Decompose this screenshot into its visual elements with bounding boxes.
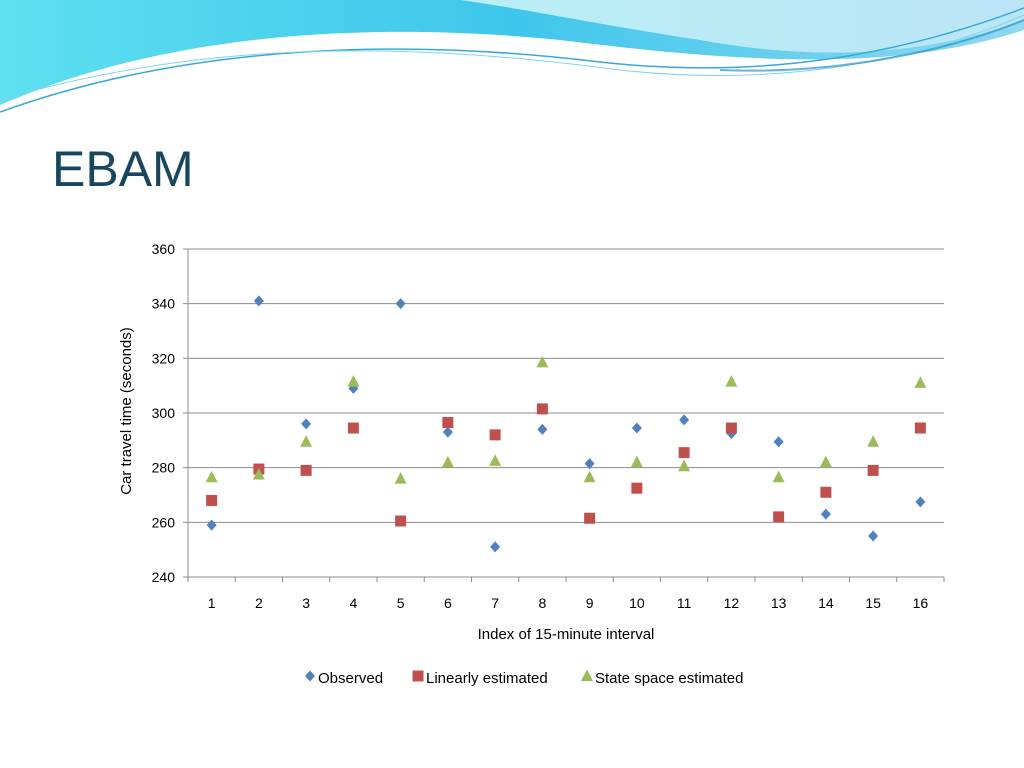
y-tick-label: 300 xyxy=(152,405,176,421)
x-tick-label: 6 xyxy=(444,595,452,611)
point-diamond xyxy=(490,541,501,553)
decorative-wave-banner xyxy=(0,0,1024,113)
point-triangle xyxy=(536,355,549,368)
point-square xyxy=(725,422,737,434)
point-diamond xyxy=(206,519,217,531)
x-tick-label: 13 xyxy=(771,595,787,611)
x-tick-label: 15 xyxy=(865,595,881,611)
point-diamond xyxy=(773,436,784,448)
point-diamond xyxy=(442,426,453,438)
point-diamond xyxy=(253,295,264,307)
x-tick-label: 9 xyxy=(586,595,594,611)
point-square xyxy=(489,429,501,441)
point-diamond xyxy=(301,418,312,430)
point-triangle xyxy=(583,470,596,483)
point-square xyxy=(395,515,407,527)
x-axis-ticks: 1 2 3 4 5 6 7 8 9 10 11 12 13 14 15 16 xyxy=(208,595,929,611)
x-tick-label: 8 xyxy=(538,595,546,611)
point-square xyxy=(914,422,926,434)
chart-legend: Observed Linearly estimated State space es… xyxy=(305,669,743,687)
point-triangle xyxy=(678,459,691,472)
point-triangle xyxy=(914,376,927,388)
x-tick-label: 14 xyxy=(818,595,834,611)
legend-marker-diamond xyxy=(305,670,315,682)
chart-axes xyxy=(183,248,945,582)
point-triangle xyxy=(300,435,313,447)
point-triangle xyxy=(205,470,218,483)
point-triangle xyxy=(630,455,643,468)
y-axis-label: Car travel time (seconds) xyxy=(118,327,135,495)
y-tick-label: 260 xyxy=(152,514,176,530)
point-diamond xyxy=(679,414,690,426)
x-tick-label: 16 xyxy=(913,595,929,611)
point-square xyxy=(584,512,596,524)
point-square xyxy=(536,403,548,415)
x-tick-label: 12 xyxy=(724,595,740,611)
legend-label: Observed xyxy=(318,670,383,687)
legend-marker-triangle xyxy=(581,669,593,681)
point-square xyxy=(347,422,359,434)
point-diamond xyxy=(631,422,642,434)
y-tick-label: 280 xyxy=(152,460,176,476)
point-square xyxy=(678,447,690,459)
point-diamond xyxy=(537,423,548,435)
x-tick-label: 4 xyxy=(349,595,357,611)
legend-label: State space estimated xyxy=(595,670,743,687)
point-square xyxy=(773,511,785,523)
y-tick-label: 360 xyxy=(152,241,176,257)
x-tick-label: 7 xyxy=(491,595,499,611)
legend-label: Linearly estimated xyxy=(426,670,548,687)
y-tick-label: 340 xyxy=(152,296,176,312)
point-diamond xyxy=(820,508,831,520)
point-triangle xyxy=(394,472,407,484)
x-tick-label: 11 xyxy=(677,595,692,611)
slide-title: EBAM xyxy=(52,141,194,197)
point-diamond xyxy=(915,496,926,508)
point-square xyxy=(820,486,832,498)
point-triangle xyxy=(347,375,360,387)
point-diamond xyxy=(584,458,595,470)
point-triangle xyxy=(867,435,880,447)
point-square xyxy=(631,482,643,494)
point-square xyxy=(206,494,218,506)
x-tick-label: 5 xyxy=(397,595,405,611)
series-0 xyxy=(206,295,926,553)
y-tick-label: 320 xyxy=(152,350,176,366)
point-square xyxy=(442,417,454,429)
y-axis-ticks: 240 260 280 300 320 340 360 xyxy=(152,241,176,585)
point-triangle xyxy=(441,455,454,468)
x-tick-label: 1 xyxy=(208,595,216,611)
point-diamond xyxy=(395,298,406,310)
x-tick-label: 10 xyxy=(629,595,645,611)
point-triangle xyxy=(772,470,785,483)
x-tick-label: 2 xyxy=(255,595,263,611)
x-axis-label: Index of 15-minute interval xyxy=(478,626,655,643)
point-square xyxy=(867,464,879,476)
chart-gridlines xyxy=(188,248,944,523)
point-triangle xyxy=(252,468,265,480)
point-triangle xyxy=(725,375,738,387)
point-triangle xyxy=(489,454,502,466)
legend-marker-square xyxy=(412,670,424,682)
data-points xyxy=(205,295,927,553)
point-square xyxy=(300,464,312,476)
x-tick-label: 3 xyxy=(302,595,310,611)
series-1 xyxy=(206,403,926,527)
series-2 xyxy=(205,355,927,484)
point-triangle xyxy=(819,455,832,468)
y-tick-label: 240 xyxy=(152,569,176,585)
point-diamond xyxy=(868,530,879,542)
